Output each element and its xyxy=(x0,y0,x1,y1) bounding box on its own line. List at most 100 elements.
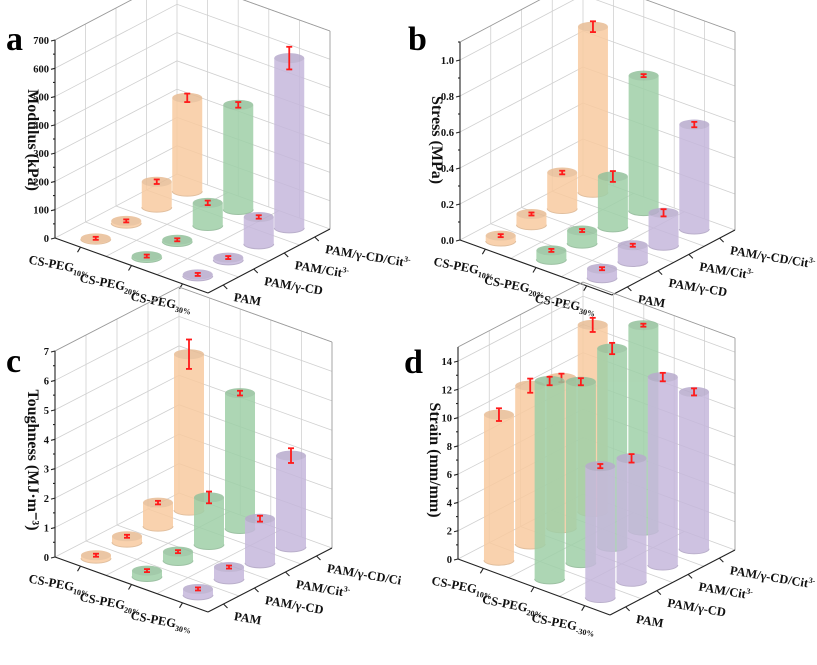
bars xyxy=(483,316,710,604)
pam-label-main: PAM/Cit xyxy=(295,577,345,599)
bar-bottom-rim xyxy=(678,548,710,555)
z-tick-label: 14 xyxy=(442,357,453,368)
gridline-horizontal xyxy=(54,0,331,41)
peg-tick-mark xyxy=(479,568,484,574)
peg-tick-mark xyxy=(128,584,132,590)
bar-body xyxy=(243,216,274,249)
peg-label-subscript: -30% xyxy=(575,626,595,638)
peg-tick-mark xyxy=(179,283,183,290)
bar-cylinder xyxy=(131,565,163,582)
peg-tick-mark xyxy=(581,605,586,611)
z-tick-label: 400 xyxy=(33,121,49,132)
error-bar xyxy=(194,272,201,277)
peg-label-main: CS-PEG xyxy=(130,608,178,630)
z-tick-label: 1.0 xyxy=(441,56,454,67)
peg-category-label: CS-PEG30% xyxy=(129,608,193,635)
frame-top-edge xyxy=(457,281,736,348)
peg-label-main: CS-PEG xyxy=(481,592,529,615)
z-tick-mark xyxy=(453,501,459,505)
peg-label-main: CS-PEG xyxy=(530,611,578,634)
z-tick-label: 500 xyxy=(33,93,49,104)
bar-cylinder xyxy=(616,453,648,587)
bar-cylinder xyxy=(483,409,515,566)
bar-bottom-rim xyxy=(275,546,307,553)
z-tick-mark xyxy=(50,152,56,155)
floor-gridline xyxy=(116,524,271,581)
gridline-horizontal xyxy=(54,286,333,352)
error-bar xyxy=(184,92,191,103)
z-tick-label: 0.2 xyxy=(441,200,454,211)
panel-label: c xyxy=(6,343,21,380)
bar-body xyxy=(141,181,172,213)
bar-cylinder xyxy=(182,583,214,601)
floor-gridline xyxy=(115,205,270,262)
z-tick-mark xyxy=(50,379,56,382)
z-tick-mark xyxy=(453,445,459,448)
error-bar xyxy=(599,266,606,272)
panel-label: a xyxy=(6,21,23,58)
floor-gridline xyxy=(552,190,705,247)
peg-label-subscript: 30% xyxy=(174,624,191,636)
z-tick-mark xyxy=(453,558,459,561)
z-tick-label: 1 xyxy=(44,524,49,535)
z-tick-label: 0.0 xyxy=(441,236,454,247)
pam-label-superscript: 3- xyxy=(403,254,411,264)
pam-category-label: PAM/γ-CD xyxy=(666,596,727,620)
bar-body xyxy=(534,381,565,584)
pam-category-label: PAM/Cit3- xyxy=(295,576,351,600)
bar-bottom-rim xyxy=(162,560,194,566)
bar-cylinder xyxy=(535,245,567,265)
z-tick-label: 0 xyxy=(447,555,452,566)
pam-label-main: PAM xyxy=(637,292,667,310)
bar-cylinder xyxy=(628,70,660,217)
bar-bottom-rim xyxy=(647,564,679,571)
error-bar xyxy=(597,463,604,470)
bar-bottom-rim xyxy=(678,228,710,235)
pam-label-main: PAM xyxy=(233,609,263,627)
bar-bottom-rim xyxy=(192,225,224,231)
peg-label-main: CS-PEG xyxy=(28,572,76,594)
error-bar xyxy=(155,499,161,506)
peg-label-subscript: 20% xyxy=(123,605,140,617)
z-tick-label: 10 xyxy=(442,414,453,425)
z-tick-label: 0 xyxy=(44,553,49,564)
pam-tick-mark xyxy=(283,252,289,258)
z-tick-mark xyxy=(50,96,56,99)
bar-body xyxy=(192,202,223,231)
error-bar xyxy=(174,237,181,243)
z-tick-label: 2 xyxy=(447,527,452,538)
pam-tick-mark xyxy=(688,253,694,259)
peg-label-subscript: 20% xyxy=(528,288,545,300)
z-tick-mark xyxy=(50,124,56,127)
error-bar xyxy=(206,490,212,505)
bar-bottom-rim xyxy=(546,208,578,215)
z-tick-label: 0.4 xyxy=(441,164,455,175)
bar-body xyxy=(172,97,203,197)
z-tick-mark xyxy=(453,473,459,476)
error-bar xyxy=(640,73,647,79)
bar-bottom-rim xyxy=(483,560,515,566)
pam-category-label: PAM/γ-CD xyxy=(668,276,729,300)
peg-tick-mark xyxy=(128,265,132,271)
bar-cylinder xyxy=(515,208,547,231)
pam-label-superscript: 3- xyxy=(808,576,816,586)
pam-label-superscript: 3- xyxy=(746,587,754,597)
bars xyxy=(80,45,305,282)
error-bar xyxy=(204,199,211,207)
gridline-horizontal xyxy=(459,0,736,61)
pam-tick-mark xyxy=(719,237,725,243)
error-bar xyxy=(691,387,698,397)
pam-tick-mark xyxy=(222,284,228,290)
pam-axis-line xyxy=(611,229,736,296)
error-bar xyxy=(497,233,504,239)
bar-cylinder xyxy=(173,349,205,516)
z-tick-label: 3 xyxy=(44,465,49,476)
pam-category-label: PAM xyxy=(635,612,665,630)
bar-bottom-rim xyxy=(213,578,245,585)
z-axis-title: Toughness (MJ·m⁻³) xyxy=(24,389,41,530)
bars xyxy=(485,20,710,284)
error-bar xyxy=(589,316,596,333)
peg-label-main: CS-PEG xyxy=(79,271,127,293)
pam-tick-mark xyxy=(657,270,663,276)
pam-category-label: PAM/Cit3- xyxy=(294,257,350,281)
